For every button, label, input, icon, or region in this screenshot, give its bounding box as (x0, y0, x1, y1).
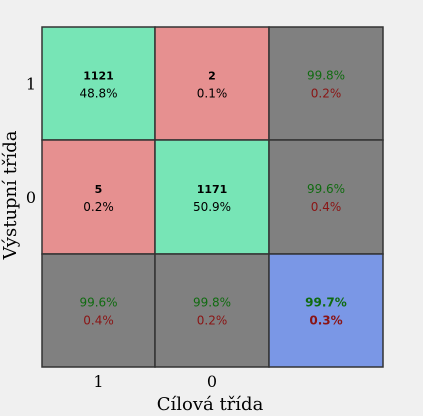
cell-percent-correct: 99.8% (193, 296, 231, 310)
cell-percent-wrong: 0.2% (311, 87, 342, 101)
cell-background (268, 253, 384, 368)
matrix-cell: 5 0.2% (41, 139, 156, 255)
matrix-cell: 99.6% 0.4% (41, 253, 156, 368)
matrix-cell: 1121 48.8% (41, 26, 156, 141)
y-axis-label: Výstupní třída (0, 130, 21, 260)
cell-percent: 48.8% (79, 87, 117, 101)
cells-layer: 1121 48.8% 2 0.1% 99.8% 0.2% 5 0.2% 1171 50.9% 99.… (41, 26, 384, 368)
cell-count: 2 (208, 70, 216, 83)
cell-percent-correct: 99.6% (79, 296, 117, 310)
cell-background (154, 26, 270, 141)
cell-background (41, 26, 156, 141)
labels-layer: 1 0 1 0 Cílová třída Výstupní třída (0, 75, 264, 416)
y-tick-label: 0 (26, 188, 36, 207)
cell-percent-wrong: 0.4% (83, 314, 114, 328)
cell-percent-wrong: 0.4% (311, 200, 342, 214)
cell-count: 1121 (83, 70, 114, 83)
cell-background (268, 139, 384, 255)
matrix-cell: 99.8% 0.2% (268, 26, 384, 141)
cell-percent-wrong: 0.2% (197, 314, 228, 328)
cell-percent: 0.2% (83, 200, 114, 214)
cell-percent: 0.1% (197, 87, 228, 101)
matrix-cell: 2 0.1% (154, 26, 270, 141)
cell-percent: 50.9% (193, 200, 231, 214)
cell-background (268, 26, 384, 141)
matrix-cell: 1171 50.9% (154, 139, 270, 255)
cell-background (41, 139, 156, 255)
cell-percent-correct: 99.6% (307, 182, 345, 196)
x-axis-label: Cílová třída (157, 394, 264, 415)
cell-percent-correct: 99.8% (307, 69, 345, 83)
matrix-cell: 99.8% 0.2% (154, 253, 270, 368)
cell-percent-wrong: 0.3% (309, 314, 342, 328)
cell-background (41, 253, 156, 368)
y-tick-label: 1 (26, 75, 36, 94)
x-tick-label: 0 (207, 372, 217, 391)
cell-background (154, 253, 270, 368)
cell-percent-correct: 99.7% (305, 296, 347, 310)
x-tick-label: 1 (93, 372, 103, 391)
matrix-cell: 99.7% 0.3% (268, 253, 384, 368)
matrix-cell: 99.6% 0.4% (268, 139, 384, 255)
cell-count: 1171 (197, 183, 228, 196)
cell-background (154, 139, 270, 255)
cell-count: 5 (95, 183, 103, 196)
